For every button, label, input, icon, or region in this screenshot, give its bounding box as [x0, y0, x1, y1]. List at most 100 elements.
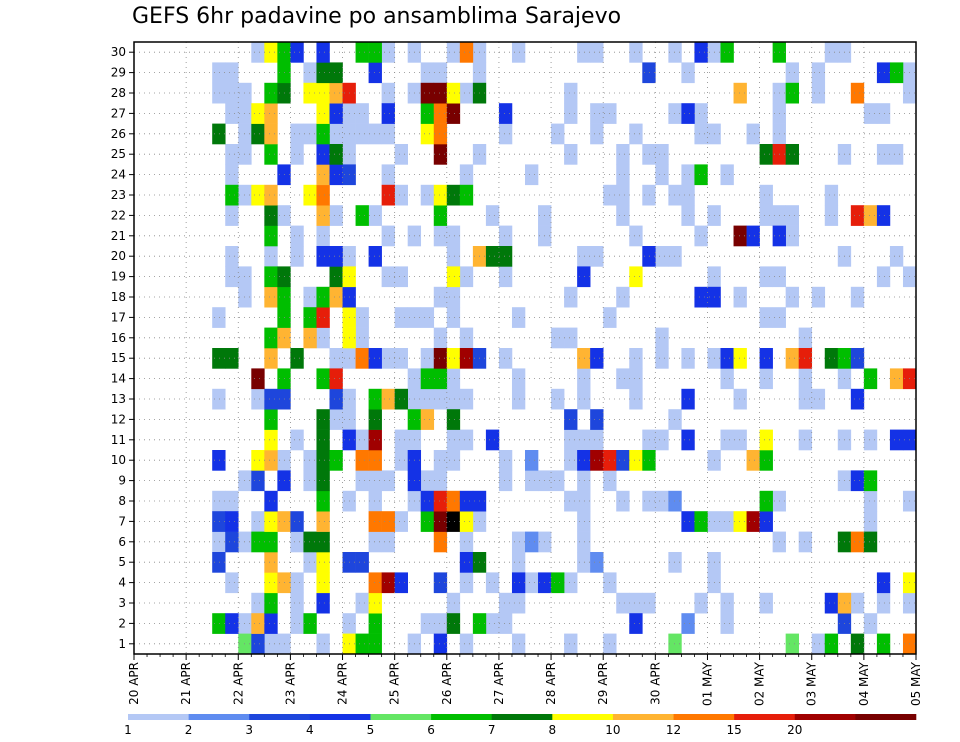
- colorbar-label: 6: [427, 723, 435, 737]
- heat-cell: [694, 42, 708, 63]
- heat-cell: [863, 490, 878, 512]
- heat-cell: [498, 592, 513, 614]
- heat-cell: [433, 62, 448, 84]
- heat-cell: [655, 348, 669, 369]
- heat-cell: [264, 266, 278, 288]
- y-tick-label: 5: [118, 555, 126, 569]
- x-tick-label: 24 APR: [336, 662, 350, 705]
- heat-cell: [329, 450, 343, 471]
- heat-cell: [655, 490, 669, 512]
- heat-cell: [720, 613, 734, 634]
- heat-cell: [485, 205, 500, 226]
- heat-cell: [433, 511, 448, 532]
- colorbar-label: 15: [727, 723, 742, 737]
- heat-cell: [381, 348, 395, 369]
- heat-cell: [225, 82, 239, 104]
- x-tick-label: 28 APR: [544, 662, 558, 705]
- heat-cell: [668, 103, 682, 124]
- heat-cell: [329, 103, 343, 124]
- heat-cell: [303, 552, 317, 573]
- heat-cell: [316, 450, 330, 471]
- heat-cell: [446, 592, 461, 614]
- heat-cell: [798, 348, 813, 369]
- y-tick-label: 26: [111, 127, 126, 141]
- heat-cell: [629, 388, 643, 410]
- heat-cell: [511, 307, 526, 328]
- heat-cell: [525, 572, 539, 594]
- y-tick-label: 20: [111, 249, 126, 263]
- heat-cell: [850, 633, 865, 655]
- heat-cell: [876, 633, 891, 655]
- heat-cell: [485, 572, 500, 594]
- heat-cell: [355, 42, 369, 63]
- heat-cell: [564, 144, 578, 165]
- colorbar-label: 5: [367, 723, 375, 737]
- heat-cell: [290, 511, 304, 532]
- heat-cell: [381, 511, 395, 532]
- heat-cell: [525, 531, 539, 553]
- heat-cell: [381, 82, 395, 104]
- heat-cell: [264, 348, 278, 369]
- heat-cell: [720, 429, 734, 451]
- heat-cell: [329, 246, 343, 267]
- heat-cell: [668, 246, 682, 267]
- heat-cell: [433, 327, 448, 349]
- heat-cell: [394, 307, 408, 328]
- heat-cell: [590, 103, 604, 124]
- heat-cell: [681, 348, 695, 369]
- heat-cell: [446, 409, 461, 430]
- heat-cell: [668, 633, 682, 655]
- colorbar-segment: [370, 714, 432, 720]
- heat-cell: [681, 205, 695, 226]
- heat-cell: [459, 511, 474, 532]
- y-tick-label: 29: [111, 66, 126, 80]
- heat-cell: [303, 613, 317, 634]
- heat-cell: [420, 82, 435, 104]
- heat-cell: [642, 246, 656, 267]
- heat-cell: [264, 409, 278, 430]
- heat-cell: [616, 592, 630, 614]
- heat-cell: [694, 592, 708, 614]
- heat-cell: [759, 450, 773, 471]
- heat-cell: [433, 144, 448, 165]
- heat-cell: [264, 123, 278, 145]
- heat-cell: [264, 205, 278, 226]
- y-tick-label: 9: [118, 474, 126, 488]
- heat-cell: [251, 531, 265, 553]
- heat-cell: [381, 164, 395, 186]
- heat-cell: [420, 613, 435, 634]
- heat-cell: [355, 450, 369, 471]
- heat-cell: [446, 348, 461, 369]
- heat-cell: [433, 490, 448, 512]
- heat-cell: [381, 184, 395, 206]
- heat-cell: [433, 225, 448, 247]
- heat-cell: [251, 103, 265, 124]
- heat-cell: [264, 286, 278, 308]
- heat-cell: [368, 572, 382, 594]
- heat-cell: [303, 307, 317, 328]
- x-tick-label: 27 APR: [492, 662, 506, 705]
- heat-cell: [511, 592, 526, 614]
- heat-cell: [446, 42, 461, 63]
- heat-cell: [616, 286, 630, 308]
- heat-cell: [746, 450, 760, 471]
- heat-cell: [264, 490, 278, 512]
- heat-cell: [394, 429, 408, 451]
- heat-cell: [368, 511, 382, 532]
- heat-cell: [564, 490, 578, 512]
- heat-cell: [720, 592, 734, 614]
- heat-cell: [316, 307, 330, 328]
- heat-cell: [785, 348, 799, 369]
- heat-cell: [668, 552, 682, 573]
- heat-cell: [433, 572, 448, 594]
- heat-cell: [264, 246, 278, 267]
- heat-cell: [459, 429, 474, 451]
- heat-cell: [824, 348, 839, 369]
- heat-cell: [459, 164, 474, 186]
- heat-cell: [290, 42, 304, 63]
- heat-cell: [798, 327, 813, 349]
- heat-cell: [655, 429, 669, 451]
- heat-cell: [681, 103, 695, 124]
- heat-cell: [316, 633, 330, 655]
- heat-cell: [642, 184, 656, 206]
